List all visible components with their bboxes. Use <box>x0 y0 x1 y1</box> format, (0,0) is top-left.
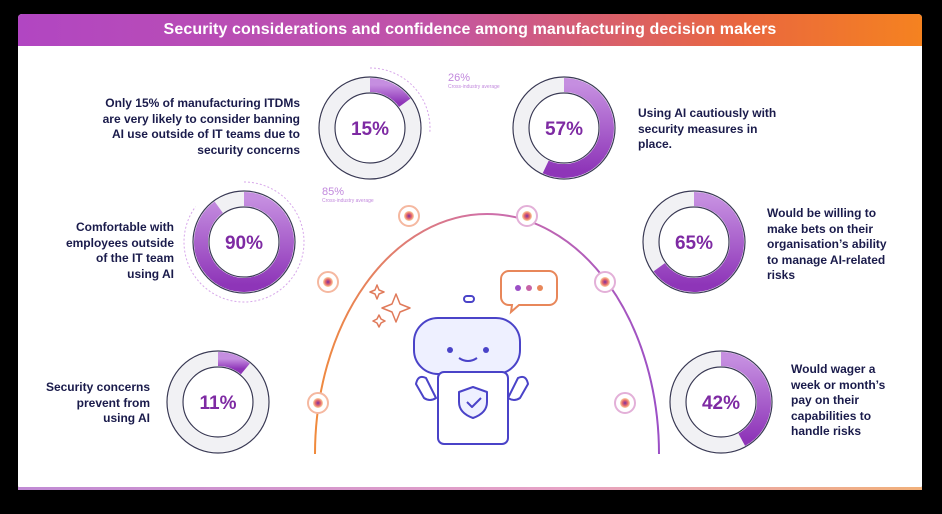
robot-icon <box>413 295 529 445</box>
donut-value-label: 57% <box>545 119 583 140</box>
donut-chart: 15% 26%Cross-industry average <box>318 67 500 180</box>
donut-value-arc <box>720 352 771 446</box>
donut-chart: 65% <box>642 190 746 294</box>
donut-value-arc <box>542 78 614 178</box>
donut-value-label: 90% <box>225 233 263 254</box>
page-title: Security considerations and confidence a… <box>163 21 777 38</box>
stat-text-comfortable: Comfortable with employees outside of th… <box>65 220 174 281</box>
donut-inner-outline <box>685 366 757 438</box>
donut-outline <box>166 350 270 454</box>
chat-bubble-icon <box>500 270 558 315</box>
donut-outline <box>669 350 773 454</box>
sparkles-icon <box>369 284 411 328</box>
average-arc <box>369 67 431 132</box>
central-arc <box>314 213 660 455</box>
donut-inner-outline <box>658 206 730 278</box>
donut-value-label: 15% <box>351 119 389 140</box>
donut-chart: 11% <box>166 350 270 454</box>
donut-value-arc <box>653 192 744 292</box>
average-caption: Cross-industry average <box>322 198 374 204</box>
donut-outline <box>318 76 422 180</box>
arc-node <box>307 392 329 414</box>
donut-chart: 90% 85%Cross-industry average <box>183 181 374 303</box>
donut-value-arc <box>217 352 250 375</box>
donut-value-arc <box>194 192 294 292</box>
arc-node <box>516 205 538 227</box>
donut-chart: 42% <box>669 350 773 454</box>
average-arc <box>183 181 305 303</box>
donut-value-arc <box>369 78 411 108</box>
donut-chart: 57% <box>512 76 616 180</box>
stat-text-ban-ai: Only 15% of manufacturing ITDMs are very… <box>102 96 300 157</box>
stat-text-cautious: Using AI cautiously with security measur… <box>638 106 777 151</box>
donut-outline <box>642 190 746 294</box>
donut-value-label: 65% <box>675 233 713 254</box>
stat-text-bets: Would be willing to make bets on their o… <box>767 206 887 282</box>
arc-node <box>614 392 636 414</box>
donut-value-label: 42% <box>702 393 740 414</box>
donut-inner-outline <box>334 92 406 164</box>
donut-outline <box>512 76 616 180</box>
donut-value-label: 11% <box>200 393 237 414</box>
chart-canvas: 15%26%Cross-industry average57%90%85%Cro… <box>166 67 773 455</box>
average-value-label: 85% <box>322 186 344 198</box>
bottom-accent-line <box>18 487 922 490</box>
average-caption: Cross-industry average <box>448 84 500 90</box>
donut-inner-outline <box>182 366 254 438</box>
donut-inner-outline <box>528 92 600 164</box>
arc-node <box>317 271 339 293</box>
donut-outline <box>192 190 296 294</box>
stat-text-wager: Would wager a week or month’s pay on the… <box>791 362 886 438</box>
infographic-card: Security considerations and confidence a… <box>18 14 922 490</box>
stat-text-concerns: Security concerns prevent from using AI <box>45 380 150 425</box>
arc-nodes <box>307 205 636 414</box>
title-banner: Security considerations and confidence a… <box>18 14 922 46</box>
arc-node <box>594 271 616 293</box>
arc-node <box>398 205 420 227</box>
average-value-label: 26% <box>448 72 470 84</box>
donut-inner-outline <box>208 206 280 278</box>
